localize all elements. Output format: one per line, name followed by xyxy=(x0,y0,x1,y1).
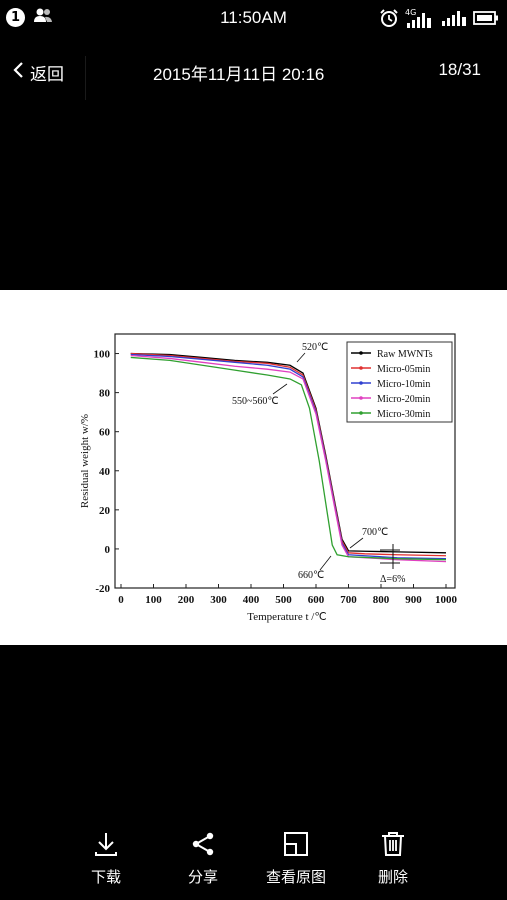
bottom-toolbar: 下载 分享 查看原图 删除 xyxy=(0,830,507,900)
y-tick-label: 20 xyxy=(99,505,111,517)
y-tick-label: 80 xyxy=(99,388,111,400)
tga-chart: 0 100 200 300 400 500 600 700 800 900 1000 -20 0 20 40… xyxy=(79,333,458,623)
legend-label: Micro-05min xyxy=(377,364,430,375)
x-tick-label: 400 xyxy=(243,594,260,606)
legend-marker xyxy=(359,366,363,370)
plot-area xyxy=(114,333,456,589)
series-line-2 xyxy=(130,352,447,557)
y-tick-label: -20 xyxy=(95,583,110,595)
delete-label: 删除 xyxy=(378,868,409,886)
battery-icon xyxy=(473,10,499,30)
share-label: 分享 xyxy=(188,868,219,886)
x-axis-label: Temperature t /℃ xyxy=(247,611,326,623)
trash-icon xyxy=(379,830,407,858)
back-button[interactable]: 返回 xyxy=(12,60,64,85)
annotation-660: 660℃ xyxy=(298,570,324,581)
legend-label: Micro-20min xyxy=(377,394,430,405)
status-bar: 1 11:50AM 4G xyxy=(0,0,507,36)
y-tick-label: 100 xyxy=(94,349,111,361)
status-right: 4G xyxy=(379,8,499,32)
annotation-arrow xyxy=(296,352,306,363)
legend-marker xyxy=(359,396,363,400)
series-line-5 xyxy=(130,356,447,561)
annotation-520: 520℃ xyxy=(302,342,328,353)
legend-label: Micro-10min xyxy=(377,379,430,390)
legend-label: Raw MWNTs xyxy=(377,349,433,360)
status-left: 1 xyxy=(6,7,53,27)
signal-4g-icon: 4G xyxy=(405,8,435,30)
x-tick-label: 500 xyxy=(275,594,292,606)
x-tick-label: 100 xyxy=(145,594,162,606)
annotation-arrow xyxy=(272,383,288,395)
view-original-label: 查看原图 xyxy=(266,868,327,886)
alarm-icon xyxy=(379,8,399,32)
network-label: 4G xyxy=(405,8,417,17)
legend-marker xyxy=(359,411,363,415)
share-icon xyxy=(189,830,217,858)
notification-badge: 1 xyxy=(6,7,25,27)
y-tick-label: 60 xyxy=(99,427,111,439)
legend-marker xyxy=(359,351,363,355)
x-tick-label: 600 xyxy=(308,594,325,606)
photo-date: 2015年11月11日 20:16 xyxy=(153,65,325,84)
contacts-icon xyxy=(33,7,53,27)
x-tick-label: 0 xyxy=(118,594,124,606)
share-button[interactable]: 分享 xyxy=(188,830,218,887)
x-tick-label: 900 xyxy=(405,594,422,606)
back-label: 返回 xyxy=(30,65,64,85)
x-tick-label: 300 xyxy=(210,594,227,606)
legend-label: Micro-30min xyxy=(377,409,430,420)
annotation-delta: Δ=6% xyxy=(380,574,405,585)
legend-marker xyxy=(359,381,363,385)
title-divider xyxy=(85,56,86,100)
download-icon xyxy=(92,830,120,858)
x-tick-label: 1000 xyxy=(435,594,458,606)
annotation-arrow xyxy=(319,555,332,571)
y-axis-label: Residual weight w/% xyxy=(79,414,91,508)
series-line-1 xyxy=(130,352,447,554)
signal-icon xyxy=(441,9,467,31)
x-tick-label: 200 xyxy=(178,594,195,606)
y-tick-label: 0 xyxy=(105,544,111,556)
download-button[interactable]: 下载 xyxy=(91,830,121,887)
delete-button[interactable]: 删除 xyxy=(378,830,408,887)
series-line-3 xyxy=(130,353,447,560)
annotation-700: 700℃ xyxy=(362,527,388,538)
photo-viewer[interactable]: 0 100 200 300 400 500 600 700 800 900 1000 -20 0 20 40… xyxy=(0,290,507,645)
view-original-icon xyxy=(282,830,310,858)
y-tick-label: 40 xyxy=(99,466,111,478)
legend-box xyxy=(346,341,453,423)
annotation-arrow xyxy=(349,537,364,549)
chevron-left-icon xyxy=(12,61,24,84)
x-tick-label: 800 xyxy=(373,594,390,606)
status-time: 11:50AM xyxy=(220,8,287,27)
x-tick-label: 700 xyxy=(340,594,357,606)
download-label: 下载 xyxy=(91,868,122,886)
annotation-550: 550~560℃ xyxy=(232,396,279,407)
view-original-button[interactable]: 查看原图 xyxy=(266,830,326,887)
photo-counter: 18/31 xyxy=(438,60,481,79)
title-bar: 返回 2015年11月11日 20:16 18/31 xyxy=(0,36,507,106)
